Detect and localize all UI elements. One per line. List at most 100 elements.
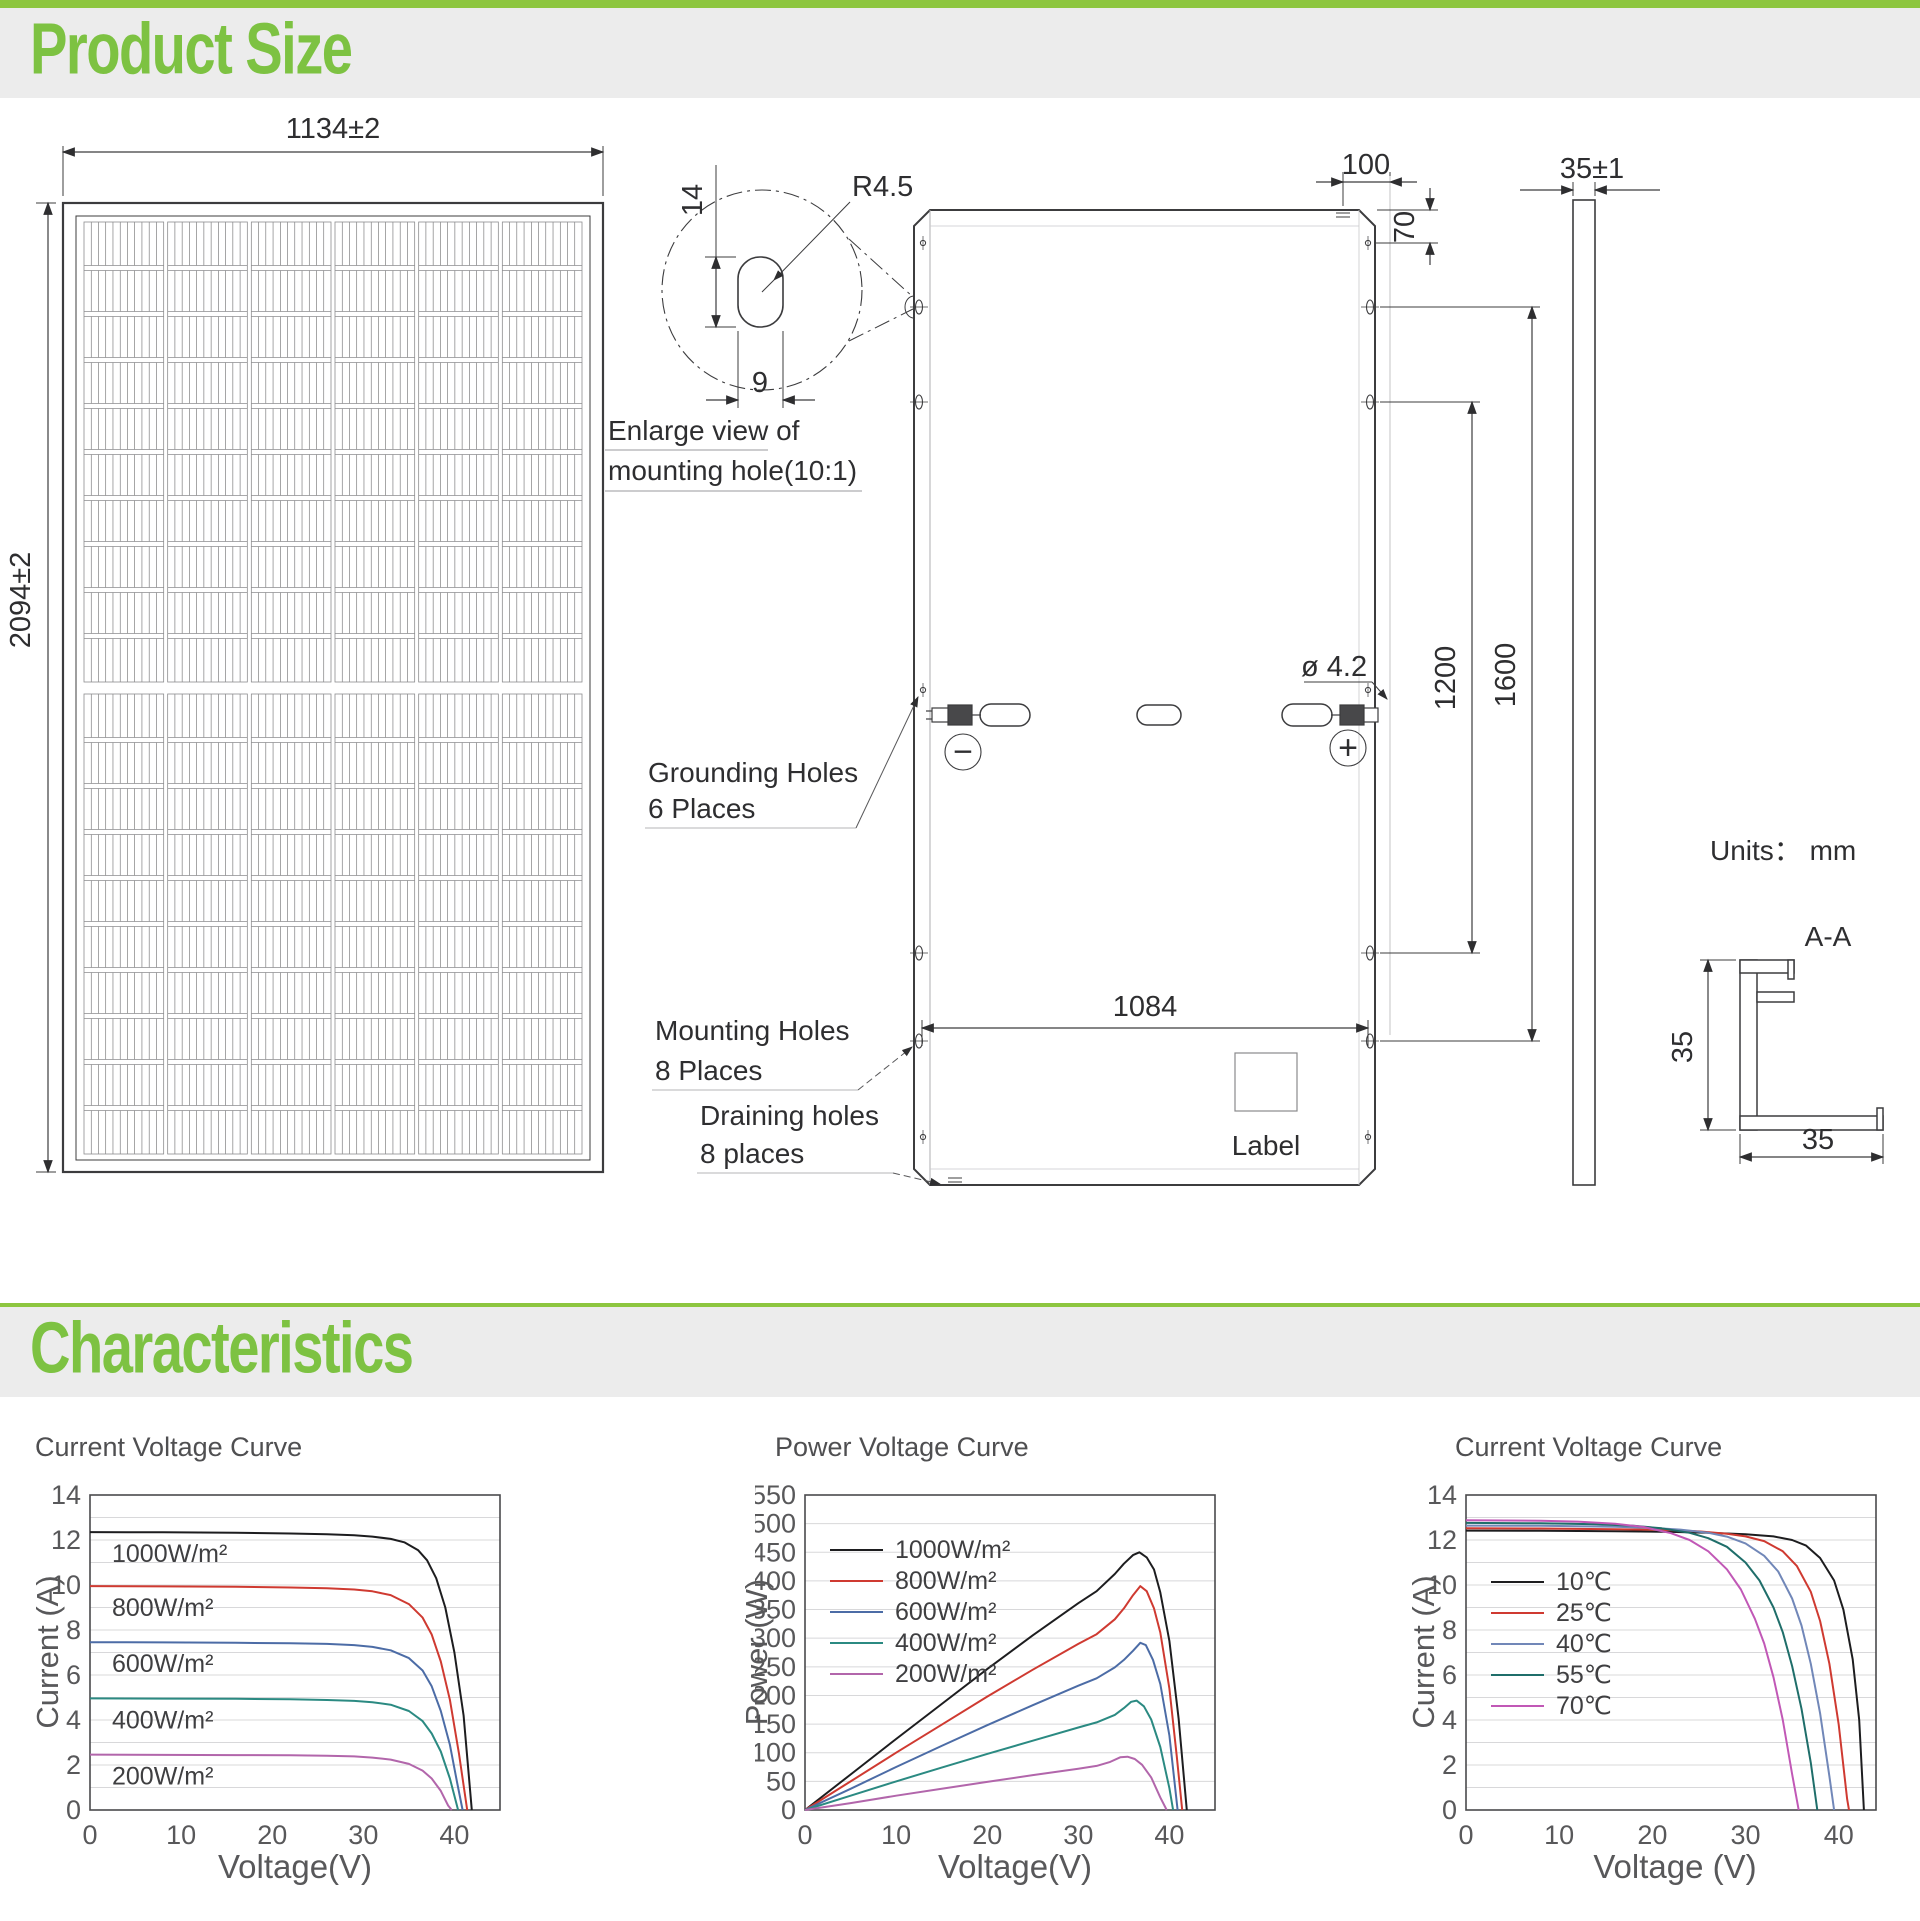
minus-sign: − [953, 733, 973, 771]
draining-hole-marks [948, 212, 1350, 1183]
back-dim-1600: 1600 [1490, 643, 1522, 708]
pv-xlabel: Voltage(V) [937, 1848, 1093, 1885]
section-height-dim: 35 [1667, 1031, 1699, 1063]
enlarge-height-dim: 14 [677, 184, 709, 216]
front-view-cells [83, 221, 583, 1155]
back-dim-1200: 1200 [1430, 646, 1462, 711]
section-aa-view: A-A 35 35 [1667, 921, 1885, 1164]
svg-text:0: 0 [781, 1795, 796, 1825]
svg-text:25℃: 25℃ [1556, 1599, 1612, 1627]
svg-text:400: 400 [755, 1566, 796, 1596]
junction-boxes [979, 703, 1333, 727]
iv-temperature-xlabel: Voltage (V) [1593, 1848, 1757, 1885]
svg-text:0: 0 [82, 1820, 97, 1850]
svg-text:14: 14 [51, 1480, 81, 1510]
svg-text:6: 6 [66, 1660, 81, 1690]
iv-irradiance-xlabel: Voltage(V) [217, 1848, 373, 1885]
svg-text:40: 40 [1154, 1820, 1184, 1850]
grounding-hole-diameter: ø 4.2 [1301, 651, 1367, 683]
svg-text:55℃: 55℃ [1556, 1661, 1612, 1689]
svg-text:300: 300 [755, 1623, 796, 1653]
plus-sign: + [1338, 729, 1358, 767]
draining-label-line2: 8 places [700, 1138, 804, 1169]
svg-text:6: 6 [1442, 1660, 1457, 1690]
svg-text:70℃: 70℃ [1556, 1692, 1612, 1720]
section-title-product-size: Product Size [30, 9, 353, 90]
grounding-holes [919, 236, 1372, 1144]
svg-text:0: 0 [1458, 1820, 1473, 1850]
draining-label-line1: Draining holes [700, 1100, 879, 1131]
back-dim-100: 100 [1342, 149, 1390, 181]
svg-text:200: 200 [755, 1680, 796, 1710]
iv-irradiance-chart-title: Current Voltage Curve [35, 1432, 303, 1462]
nameplate-text: Label [1232, 1130, 1301, 1161]
iv-irradiance-ylabel: Current (A) [30, 1575, 65, 1729]
svg-text:0: 0 [1442, 1795, 1457, 1825]
svg-text:2: 2 [1442, 1750, 1457, 1780]
svg-text:4: 4 [66, 1705, 81, 1735]
callout-labels: Grounding Holes 6 Places Mounting Holes … [645, 696, 942, 1186]
back-view: − + 100 70 ø 4.2 1200 [904, 149, 1540, 1186]
svg-text:600W/m²: 600W/m² [112, 1650, 213, 1678]
svg-text:250: 250 [755, 1652, 796, 1682]
svg-text:40: 40 [1824, 1820, 1854, 1850]
svg-text:20: 20 [972, 1820, 1002, 1850]
svg-text:2: 2 [66, 1750, 81, 1780]
back-dim-70: 70 [1389, 211, 1421, 243]
svg-text:150: 150 [755, 1709, 796, 1739]
svg-text:20: 20 [257, 1820, 287, 1850]
iv-irradiance-chart: 0 2 4 6 8 10 12 14 0 10 20 30 40 1000W/m² 800W/m² 600W/… [51, 1480, 501, 1850]
units-note: Units： mm [1710, 835, 1856, 866]
svg-text:10℃: 10℃ [1556, 1568, 1612, 1596]
svg-text:550: 550 [755, 1480, 796, 1510]
svg-text:10: 10 [1427, 1570, 1457, 1600]
top-accent-bar [0, 0, 1920, 8]
mounting-hole-enlarge-view: 14 R4.5 9 Enlarge view of mounting hole(… [605, 165, 914, 492]
svg-text:400W/m²: 400W/m² [895, 1629, 996, 1657]
svg-text:12: 12 [51, 1525, 81, 1555]
enlarge-caption-line1: Enlarge view of [608, 415, 800, 446]
svg-text:100: 100 [755, 1738, 796, 1768]
svg-text:40: 40 [439, 1820, 469, 1850]
svg-text:1000W/m²: 1000W/m² [895, 1536, 1010, 1564]
svg-text:30: 30 [348, 1820, 378, 1850]
svg-text:10: 10 [881, 1820, 911, 1850]
characteristics-header-band: Characteristics [0, 1307, 1920, 1397]
svg-text:4: 4 [1442, 1705, 1457, 1735]
svg-text:200W/m²: 200W/m² [112, 1763, 213, 1791]
minus-connector [926, 704, 981, 726]
front-height-dim: 2094±2 [5, 552, 37, 649]
svg-text:800W/m²: 800W/m² [112, 1594, 213, 1622]
product-size-drawing: 1134±2 2094±2 14 R4.5 [5, 113, 1885, 1186]
iv-temperature-chart: 0 2 4 6 8 10 12 14 0 10 20 30 40 10℃ 25℃ 40℃ 55℃ 70℃ [1427, 1480, 1877, 1850]
enlarge-radius-label: R4.5 [852, 171, 913, 203]
svg-text:800W/m²: 800W/m² [895, 1567, 996, 1595]
grounding-label-line2: 6 Places [648, 793, 755, 824]
iv-temperature-chart-title: Current Voltage Curve [1455, 1432, 1723, 1462]
pv-chart-title: Power Voltage Curve [775, 1432, 1029, 1462]
svg-text:10: 10 [51, 1570, 81, 1600]
svg-text:0: 0 [66, 1795, 81, 1825]
mounting-label-line1: Mounting Holes [655, 1015, 850, 1046]
front-view: 1134±2 2094±2 [5, 113, 605, 1174]
svg-text:14: 14 [1427, 1480, 1457, 1510]
back-dim-1084: 1084 [1113, 991, 1178, 1023]
section-title-characteristics: Characteristics [30, 1308, 414, 1389]
svg-text:40℃: 40℃ [1556, 1630, 1612, 1658]
svg-text:20: 20 [1637, 1820, 1667, 1850]
mounting-label-line2: 8 Places [655, 1055, 762, 1086]
svg-text:0: 0 [797, 1820, 812, 1850]
section-width-dim: 35 [1802, 1124, 1834, 1156]
side-view: 35±1 [1520, 153, 1660, 1186]
svg-text:500: 500 [755, 1509, 796, 1539]
svg-text:450: 450 [755, 1537, 796, 1567]
enlarge-width-dim: 9 [752, 367, 768, 399]
section-divider [0, 1303, 1920, 1307]
svg-text:50: 50 [766, 1766, 796, 1796]
product-size-header-band: Product Size [0, 8, 1920, 98]
pv-ylabel: Power (W) [739, 1578, 774, 1726]
svg-text:8: 8 [1442, 1615, 1457, 1645]
grounding-label-line1: Grounding Holes [648, 757, 858, 788]
svg-text:12: 12 [1427, 1525, 1457, 1555]
